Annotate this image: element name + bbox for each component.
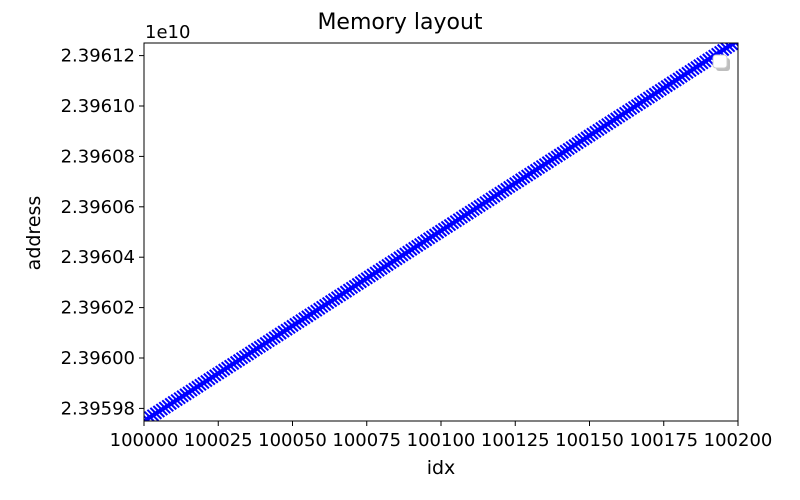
y-tick-label: 2.39608 <box>61 146 135 167</box>
y-axis-ticks: 2.39598 2.39600 2.39602 2.39604 2.39606 2.396… <box>61 46 144 419</box>
data-point-marker <box>731 43 737 47</box>
x-axis-label: idx <box>427 457 456 479</box>
y-tick-label: 2.39610 <box>61 96 135 117</box>
y-tick-label: 2.39606 <box>61 197 135 218</box>
y-axis-label: address <box>23 196 45 271</box>
y-tick-label: 2.39604 <box>61 247 135 268</box>
y-tick-label: 2.39612 <box>61 46 135 67</box>
x-tick-label: 100125 <box>481 430 550 451</box>
y-tick-label: 2.39600 <box>61 348 135 369</box>
x-tick-label: 100000 <box>110 430 179 451</box>
x-axis-ticks: 100000 100025 100050 100075 100100 100125 1001… <box>110 421 773 451</box>
y-tick-label: 2.39602 <box>61 298 135 319</box>
x-tick-label: 100100 <box>407 430 476 451</box>
x-tick-label: 100200 <box>704 430 773 451</box>
data-point-marker <box>728 43 738 49</box>
legend <box>712 54 730 71</box>
x-tick-label: 100175 <box>629 430 698 451</box>
x-tick-label: 100050 <box>258 430 327 451</box>
chart-title: Memory layout <box>317 10 482 35</box>
y-offset-label: 1e10 <box>145 22 190 43</box>
data-points <box>144 43 738 421</box>
x-tick-label: 100150 <box>555 430 624 451</box>
x-tick-label: 100025 <box>184 430 253 451</box>
x-tick-label: 100075 <box>332 430 401 451</box>
y-tick-label: 2.39598 <box>61 398 135 419</box>
